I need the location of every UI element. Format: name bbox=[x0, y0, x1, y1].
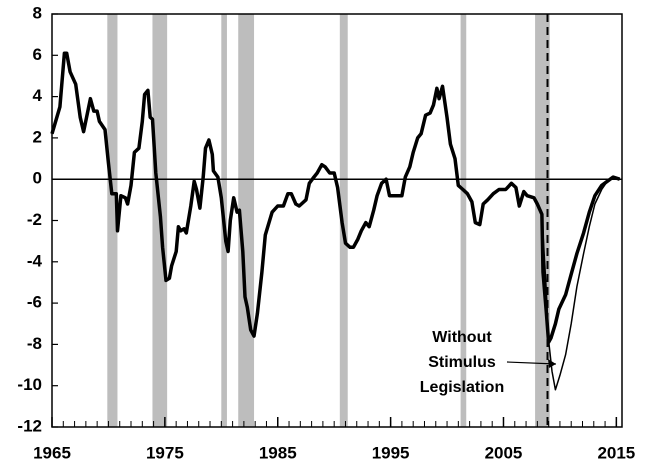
plot-frame bbox=[51, 13, 623, 428]
axes: -12 -10 -8 -6 -4 -2 0 2 4 6 8 1965 1975 1985 1995 2005 2… bbox=[17, 3, 635, 462]
x-tick-label: 1975 bbox=[146, 443, 184, 462]
y-tick-label: -10 bbox=[17, 375, 42, 394]
y-tick-label: 8 bbox=[33, 3, 42, 22]
arrow-head bbox=[548, 359, 556, 368]
x-tick-label: 1995 bbox=[372, 443, 410, 462]
y-tick-label: 4 bbox=[33, 86, 43, 105]
x-tick-label: 2015 bbox=[597, 443, 635, 462]
y-tick-label: -12 bbox=[17, 416, 42, 435]
y-tick-label: 6 bbox=[33, 45, 42, 64]
x-tick-label: 2005 bbox=[485, 443, 523, 462]
annotation-line: Legislation bbox=[420, 379, 504, 396]
y-tick-label: -4 bbox=[27, 251, 43, 270]
series-line bbox=[541, 176, 614, 391]
x-tick-label: 1985 bbox=[259, 443, 297, 462]
annotation-line: Without bbox=[432, 329, 492, 346]
y-tick-label: -2 bbox=[27, 210, 42, 229]
y-tick-label: 0 bbox=[33, 169, 42, 188]
recession-band bbox=[460, 14, 467, 427]
series-line bbox=[50, 51, 621, 345]
recession-band bbox=[339, 14, 348, 427]
y-tick-label: -8 bbox=[27, 334, 42, 353]
y-tick-label: -6 bbox=[27, 293, 42, 312]
annotation-line: Stimulus bbox=[428, 354, 496, 371]
y-tick-label: 2 bbox=[33, 127, 42, 146]
lines bbox=[50, 14, 621, 427]
x-tick-label: 1965 bbox=[33, 443, 71, 462]
annotation-arrow bbox=[506, 361, 557, 365]
recession-band bbox=[107, 14, 118, 427]
